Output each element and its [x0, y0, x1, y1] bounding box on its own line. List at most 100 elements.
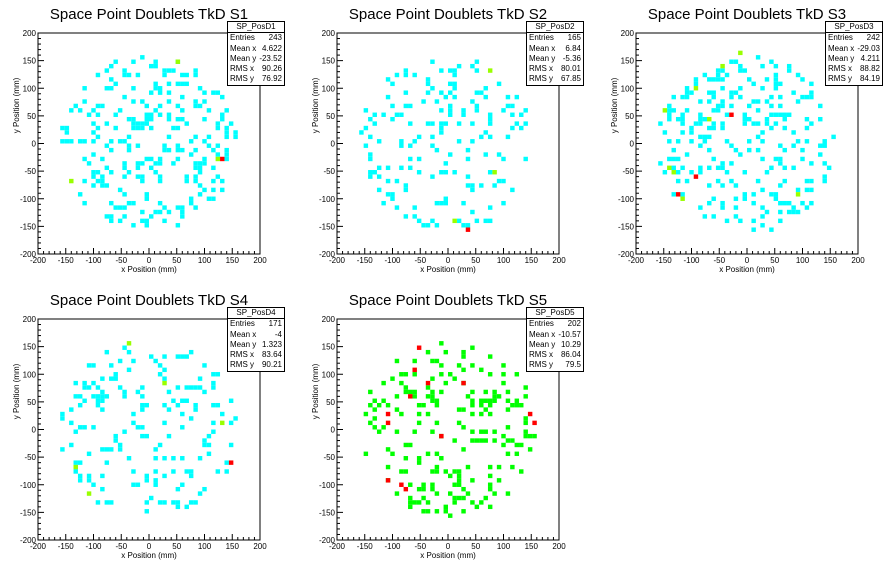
data-point — [122, 72, 127, 78]
data-point — [439, 130, 444, 135]
data-point — [465, 491, 471, 496]
x-axis-label: x Position (mm) — [420, 551, 476, 560]
data-point — [487, 398, 493, 403]
data-point — [416, 156, 422, 162]
data-point — [430, 429, 435, 434]
stats-key: RMS x — [230, 64, 254, 74]
data-point — [514, 121, 520, 126]
data-point — [135, 425, 141, 430]
data-point — [707, 99, 712, 104]
data-point — [786, 68, 792, 73]
data-point — [671, 165, 676, 171]
data-point — [760, 139, 765, 144]
data-point — [671, 108, 676, 113]
data-point — [113, 372, 118, 377]
data-point — [452, 170, 457, 175]
data-point — [69, 139, 74, 144]
data-point — [215, 469, 221, 474]
data-point — [809, 200, 814, 206]
stats-row: RMS x 90.26 — [228, 64, 284, 74]
data-point — [368, 389, 373, 395]
data-point — [443, 380, 448, 386]
y-tick-label: -150 — [319, 508, 336, 517]
data-point — [140, 402, 145, 408]
y-tick-label: -200 — [319, 250, 336, 259]
stats-value: 242 — [866, 33, 880, 43]
data-point — [188, 385, 194, 390]
data-point — [131, 411, 136, 417]
data-point — [684, 94, 690, 100]
data-point — [720, 165, 725, 171]
data-point — [140, 174, 145, 179]
data-point — [804, 94, 810, 100]
data-point — [778, 183, 783, 188]
data-point — [818, 143, 823, 148]
data-point — [390, 376, 395, 381]
stats-value: 80.01 — [560, 64, 581, 74]
data-point — [443, 200, 448, 206]
data-point — [403, 214, 409, 219]
data-point — [144, 156, 149, 162]
data-point — [109, 363, 114, 368]
data-point — [171, 500, 176, 505]
data-point — [224, 134, 229, 140]
x-tick-label: -200 — [30, 542, 47, 551]
data-point — [215, 372, 221, 377]
data-point — [144, 433, 149, 439]
data-point — [711, 125, 716, 131]
data-point — [791, 130, 796, 135]
y-tick-label: 100 — [322, 370, 336, 379]
data-point — [439, 90, 444, 95]
data-point — [720, 205, 725, 210]
data-point — [215, 174, 221, 179]
data-point — [202, 442, 207, 448]
data-point — [91, 394, 96, 399]
data-point — [434, 464, 440, 470]
data-point — [211, 420, 216, 426]
data-point — [430, 59, 435, 64]
data-point — [470, 345, 475, 350]
histogram-pad-2: Space Point Doublets TkD S2 -200 -150 -100-… — [299, 0, 597, 286]
y-tick-label: -100 — [20, 195, 37, 204]
data-point — [188, 469, 194, 474]
x-axis-label: x Position (mm) — [121, 265, 177, 274]
data-point — [510, 112, 515, 117]
data-point — [470, 99, 475, 104]
stats-key: Mean x — [230, 43, 257, 53]
y-tick-label: -50 — [24, 167, 36, 176]
data-point — [131, 99, 136, 104]
data-point-hot — [662, 108, 668, 113]
data-point — [760, 205, 765, 210]
data-point — [206, 442, 212, 448]
data-point — [144, 192, 149, 197]
data-point-hot — [385, 420, 391, 426]
data-point — [479, 411, 484, 417]
data-point — [667, 112, 672, 117]
data-point — [69, 442, 74, 448]
data-point — [408, 121, 413, 126]
data-point — [487, 112, 493, 117]
data-point — [131, 482, 136, 487]
data-point — [487, 504, 493, 510]
data-point — [408, 504, 413, 510]
data-point — [822, 178, 827, 184]
data-point — [764, 170, 770, 175]
data-point — [166, 407, 172, 412]
data-point-hot — [403, 486, 409, 492]
data-point — [144, 218, 149, 224]
data-point — [448, 152, 453, 157]
data-point — [135, 125, 141, 131]
data-point — [144, 478, 149, 483]
data-point — [689, 130, 694, 135]
data-point — [430, 121, 435, 126]
data-point — [153, 108, 158, 113]
data-point — [742, 121, 747, 126]
data-point — [434, 200, 440, 206]
data-point — [86, 363, 92, 368]
data-point — [149, 156, 154, 162]
plot-area: -200 -150 -100 -50 0 50 100 150 200 -200 -150 -100 -… — [12, 29, 267, 274]
data-point — [399, 372, 404, 377]
data-point — [82, 86, 87, 91]
data-point — [197, 183, 203, 188]
x-tick-label: 50 — [471, 542, 480, 551]
